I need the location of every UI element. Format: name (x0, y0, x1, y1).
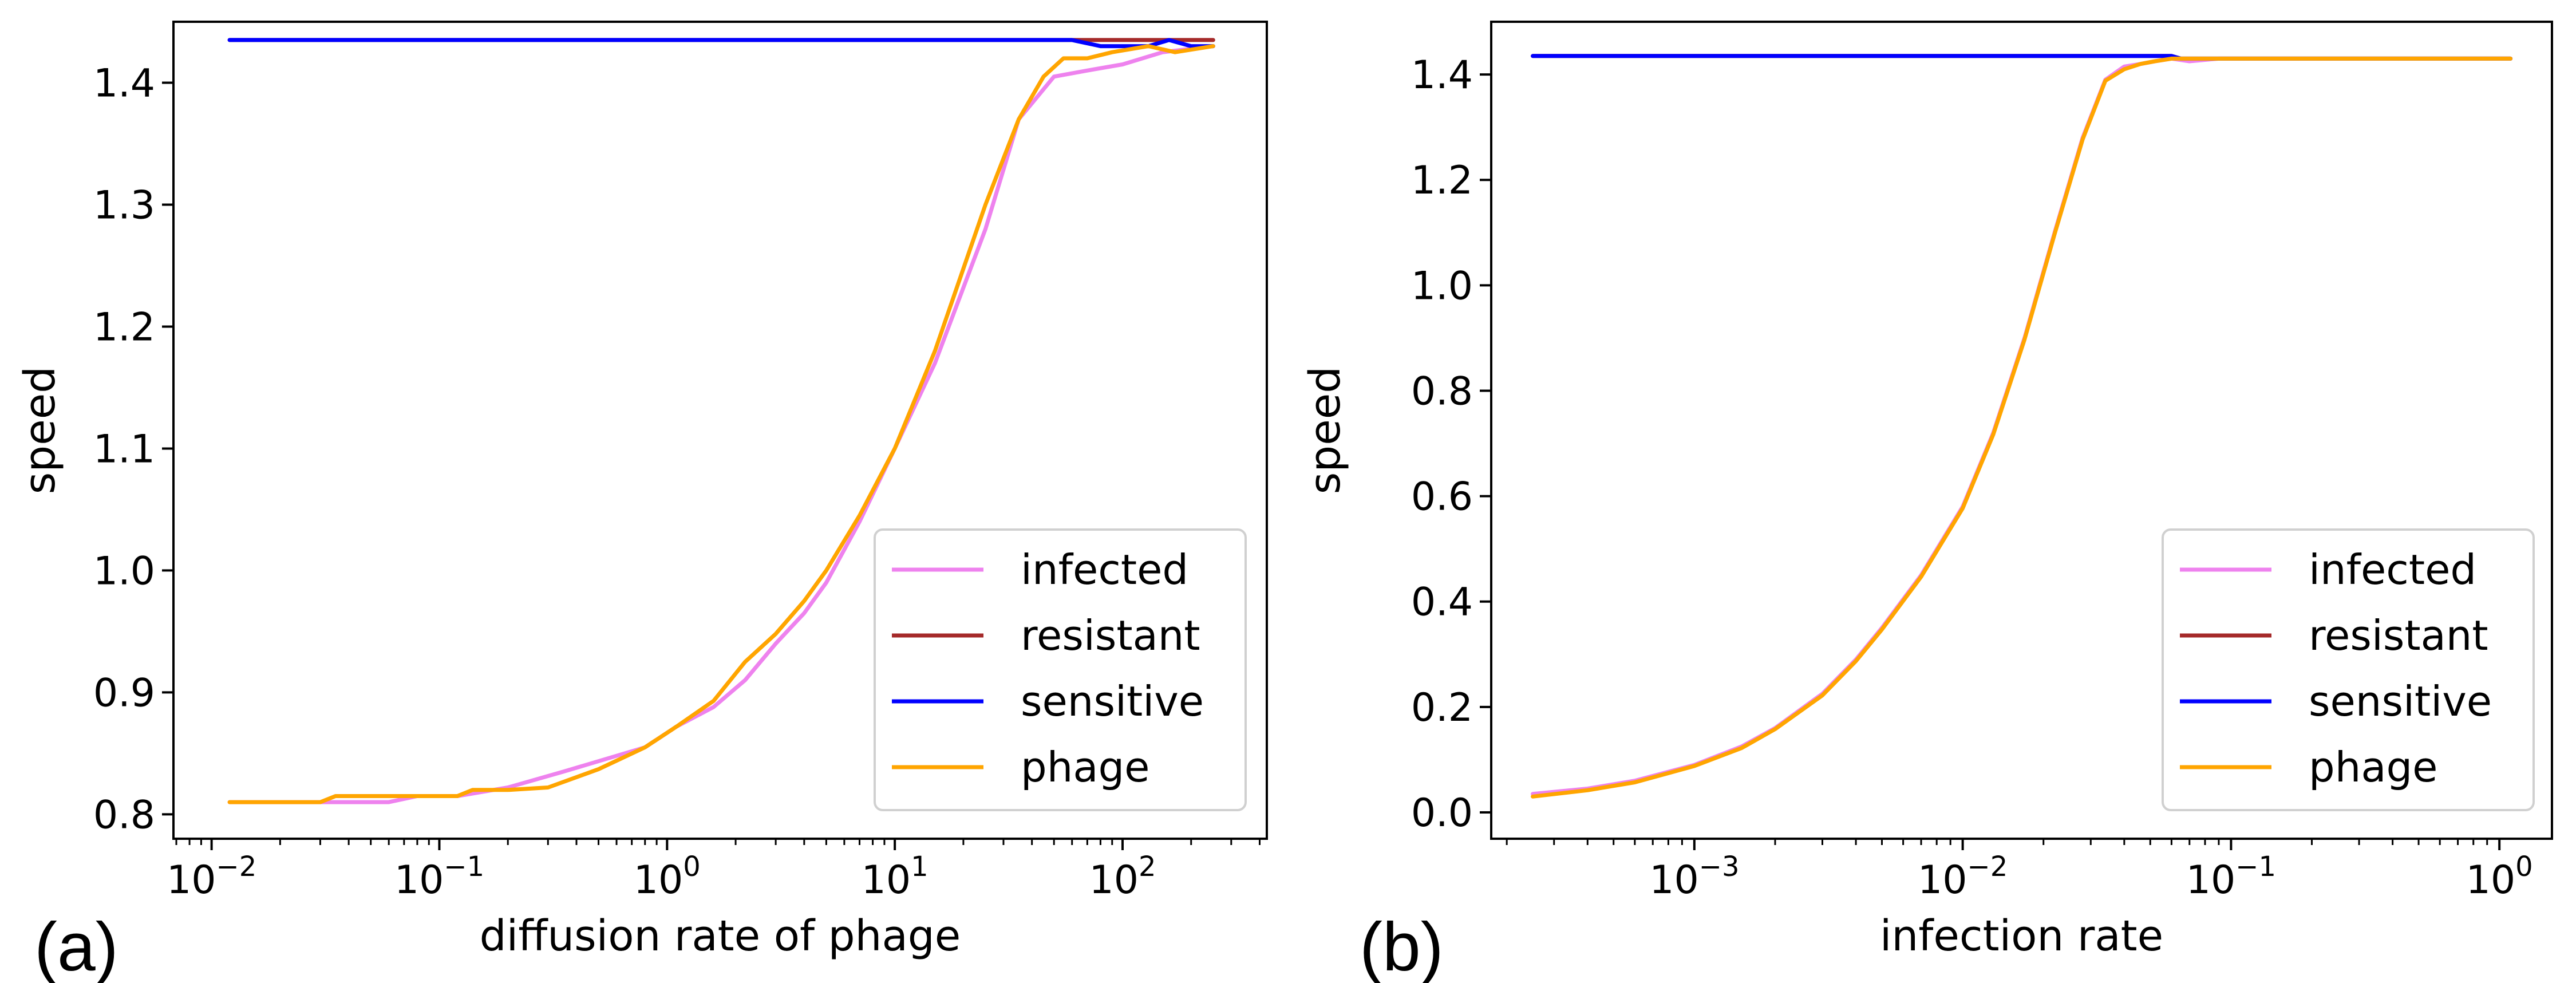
x-tick-label: 102 (1089, 851, 1156, 903)
y-tick-label: 1.0 (93, 548, 155, 594)
series-line-phage (227, 44, 1215, 804)
y-tick-label: 0.4 (1411, 580, 1473, 625)
x-tick-label: 10−1 (394, 851, 484, 903)
y-tick-label: 0.6 (1411, 475, 1473, 520)
x-tick-label: 100 (634, 851, 701, 903)
x-tick-base: 10 (167, 858, 216, 903)
legend-box (874, 528, 1247, 811)
legend-label-phage: phage (1021, 743, 1149, 791)
x-tick-exponent: 0 (683, 851, 701, 883)
legend-label-sensitive: sensitive (1021, 677, 1204, 725)
legend: infected resistant sensitive phage (2162, 528, 2535, 811)
x-tick-base: 10 (394, 858, 444, 903)
x-tick-label: 100 (2466, 851, 2533, 903)
axes-frame (172, 21, 1268, 840)
legend: infected resistant sensitive phage (874, 528, 1247, 811)
series-line-infected (227, 44, 1215, 804)
x-tick-exponent: −1 (2235, 851, 2276, 883)
x-tick-label: 10−2 (1918, 851, 2008, 903)
legend-label-sensitive: sensitive (2309, 677, 2492, 725)
panel-label: (b) (1360, 909, 1444, 983)
chart-panel-a: 10−2 10−1 100 101 1020.80.91.01.11.21.31.4di… (15, 21, 1268, 983)
x-tick-base: 10 (1918, 858, 1967, 903)
panel-label: (a) (34, 909, 118, 983)
y-tick-label: 1.4 (93, 61, 155, 106)
y-tick-label: 0.0 (1411, 791, 1473, 836)
y-axis-label: speed (1301, 366, 1350, 495)
legend-label-resistant: resistant (2309, 611, 2488, 660)
x-tick-base: 10 (634, 858, 683, 903)
y-tick-label: 1.3 (93, 183, 155, 228)
chart-panel-b: 10−3 10−2 10−1 1000.00.20.40.60.81.01.21.4i… (1301, 21, 2553, 983)
series-line-sensitive (227, 38, 1215, 49)
series-group (1531, 54, 2513, 799)
series-line-phage (1531, 56, 2513, 799)
y-tick-label: 1.1 (93, 427, 155, 472)
legend-label-phage: phage (2309, 743, 2437, 791)
x-tick-exponent: 0 (2515, 851, 2533, 883)
legend-label-infected: infected (2309, 546, 2476, 594)
x-tick-base: 10 (1089, 858, 1139, 903)
x-tick-label: 10−3 (1649, 851, 1739, 903)
y-tick-label: 1.2 (1411, 158, 1473, 203)
x-axis-label: diffusion rate of phage (480, 911, 961, 961)
x-tick-exponent: 1 (911, 851, 929, 883)
x-tick-base: 10 (2186, 858, 2236, 903)
x-tick-exponent: −1 (444, 851, 484, 883)
x-tick-label: 10−1 (2186, 851, 2276, 903)
y-tick-label: 1.2 (93, 305, 155, 350)
x-tick-base: 10 (862, 858, 911, 903)
legend-label-infected: infected (1021, 546, 1188, 594)
x-tick-base: 10 (2466, 858, 2516, 903)
axes-frame (1490, 21, 2553, 840)
y-axis-label: speed (15, 366, 65, 495)
x-tick-exponent: −2 (1967, 851, 2008, 883)
x-tick-exponent: −2 (216, 851, 257, 883)
y-tick-label: 1.0 (1411, 263, 1473, 309)
x-tick-exponent: −3 (1699, 851, 1740, 883)
legend-label-resistant: resistant (1021, 611, 1200, 660)
y-tick-label: 0.8 (1411, 369, 1473, 414)
x-tick-exponent: 2 (1139, 851, 1156, 883)
x-axis-label: infection rate (1880, 911, 2163, 961)
legend-box (2162, 528, 2535, 811)
y-tick-label: 0.8 (93, 792, 155, 838)
x-tick-label: 10−2 (167, 851, 256, 903)
x-tick-label: 101 (862, 851, 929, 903)
y-tick-label: 0.2 (1411, 685, 1473, 731)
y-tick-label: 1.4 (1411, 53, 1473, 98)
x-tick-base: 10 (1649, 858, 1699, 903)
y-tick-label: 0.9 (93, 670, 155, 716)
series-group (227, 38, 1215, 804)
